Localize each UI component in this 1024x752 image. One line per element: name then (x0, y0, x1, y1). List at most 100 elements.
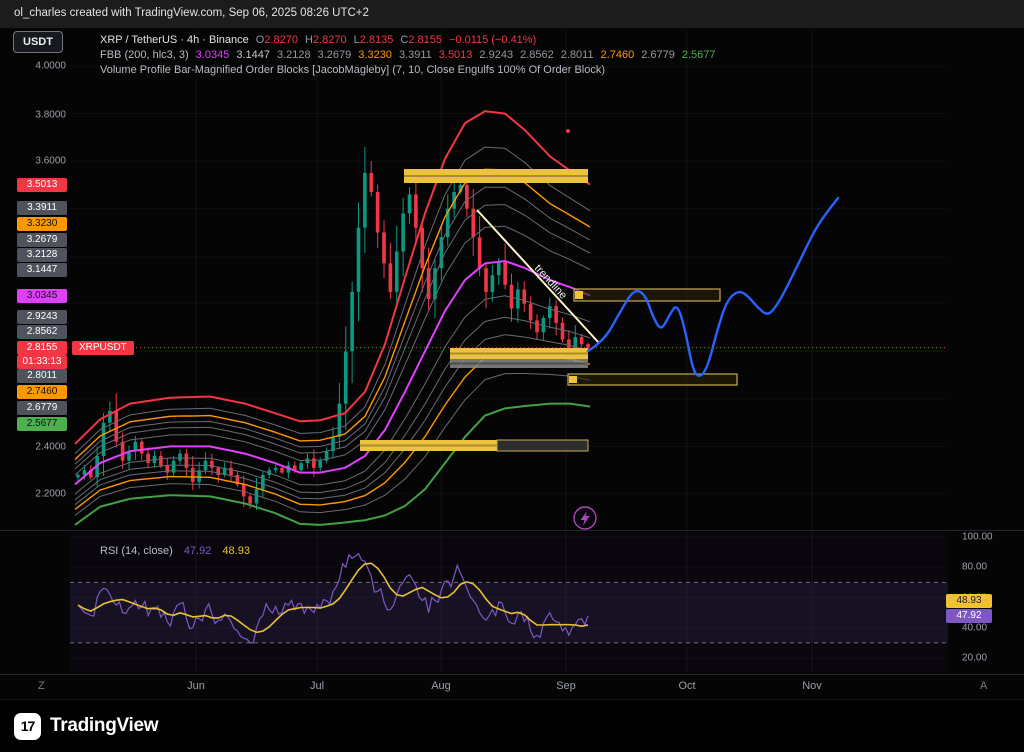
candle-body (356, 227, 361, 292)
candle-body (229, 467, 233, 475)
candle-body (127, 451, 131, 461)
footer-bar: 17 TradingView (0, 699, 1024, 752)
fbb-value: 2.8011 (560, 49, 594, 61)
ohlc-key: C (400, 34, 409, 46)
candle-body (139, 441, 144, 454)
order-block[interactable] (450, 348, 588, 359)
candle-body (254, 489, 259, 504)
candle-body (197, 470, 201, 483)
tradingview-logo-icon[interactable]: 17 (14, 712, 41, 740)
fbb-label: FBB (200, hlc3, 3) (100, 49, 189, 61)
candle-body (190, 467, 195, 483)
fbb-band-line (74, 316, 591, 501)
bottom-right-hint[interactable]: A (980, 680, 988, 692)
order-block[interactable] (496, 439, 589, 452)
candle-body (324, 451, 329, 461)
candle-body (133, 441, 138, 452)
fbb-value: 2.7460 (600, 49, 635, 61)
order-block[interactable] (450, 359, 588, 368)
candle-body (159, 455, 163, 466)
candle-body (248, 496, 252, 504)
candle-body (522, 289, 527, 304)
candle-body (343, 351, 348, 404)
time-axis-label: Jun (187, 680, 205, 692)
candle-body (394, 251, 399, 292)
candle-body (503, 260, 507, 285)
fbb-value: 3.1447 (236, 49, 270, 61)
order-block[interactable] (404, 169, 588, 183)
order-block-stripe (360, 444, 497, 447)
currency-toggle-button[interactable]: USDT (13, 31, 63, 53)
candle-body (535, 320, 539, 333)
order-block-notch (569, 376, 577, 383)
volume-profile-legend-row[interactable]: Volume Profile Bar-Magnified Order Block… (100, 63, 716, 78)
candle-body (241, 484, 246, 497)
order-block[interactable] (567, 373, 738, 386)
fbb-band-line (74, 204, 591, 470)
candle-body (350, 291, 354, 352)
order-block-stripe (450, 352, 588, 355)
ohlc-key: O (255, 34, 265, 46)
ohlc-key: H (305, 34, 313, 46)
fbb-value: 2.5677 (681, 49, 716, 61)
candle-body (88, 470, 93, 478)
volume-profile-label: Volume Profile Bar-Magnified Order Block… (100, 64, 606, 76)
order-block-stripe (450, 362, 588, 365)
candle-body (82, 470, 87, 475)
candle-body (420, 227, 425, 269)
ohlc-value: 2.8155 (408, 34, 442, 46)
indicator-legend: XRP / TetherUS · 4h · Binance O2.8270 H 2.8… (100, 33, 716, 78)
candle-body (414, 194, 418, 228)
candle-body (280, 467, 284, 473)
ohlc-value: 2.8270 (264, 34, 298, 46)
candle-body (337, 403, 342, 437)
time-axis-label: Sep (556, 680, 576, 692)
candle-body (490, 275, 495, 292)
candle-body (509, 284, 514, 309)
candle-body (299, 463, 303, 471)
bottom-left-hint[interactable]: Z (38, 680, 45, 692)
candle-body (184, 453, 189, 468)
candle-body (426, 268, 431, 300)
candle-body (76, 474, 80, 478)
trendline-drawing[interactable] (476, 209, 600, 344)
fbb-value: 3.0345 (195, 49, 230, 61)
candle-body (382, 232, 386, 264)
candle-body (120, 441, 125, 461)
fbb-basis-line (74, 259, 591, 486)
fbb-band-line (74, 373, 591, 516)
fbb-value: 3.2128 (276, 49, 311, 61)
candle-body (560, 322, 565, 340)
candle-body (222, 467, 227, 475)
attribution-note: ol_charles created with TradingView.com,… (14, 7, 369, 19)
ohlc-key: L (353, 34, 360, 46)
order-block[interactable] (360, 440, 497, 451)
candle-body (528, 303, 533, 321)
candle-body (114, 410, 119, 442)
rsi-legend-row[interactable]: RSI (14, close) 47.92 48.93 (100, 545, 258, 557)
candle-body (445, 208, 450, 238)
projection-path-drawing[interactable] (586, 196, 840, 377)
candle-body (433, 268, 437, 300)
candle-body (458, 184, 463, 193)
fbb-legend-row[interactable]: FBB (200, hlc3, 3) 3.0345 3.1447 3.2128 3.26… (100, 48, 716, 63)
candle-body (178, 453, 182, 461)
fbb-band-line (74, 146, 591, 454)
time-axis-label: Oct (678, 680, 696, 692)
symbol-title: XRP / TetherUS · 4h · Binance (100, 34, 249, 46)
candle-body (554, 306, 558, 323)
candle-body (292, 465, 297, 471)
symbol-legend-row[interactable]: XRP / TetherUS · 4h · Binance O2.8270 H 2.8… (100, 33, 716, 48)
time-axis-label: Nov (802, 680, 822, 692)
top-strip (0, 0, 1024, 28)
rsi-label: RSI (14, close) (100, 545, 173, 557)
time-axis[interactable]: Z A Jun Jul Aug Sep Oct Nov (0, 675, 1024, 700)
candle-body (312, 458, 316, 468)
rsi-ma-line (77, 562, 589, 634)
tradingview-brand-text[interactable]: TradingView (50, 715, 159, 736)
lightning-bolt-icon (580, 511, 590, 526)
fbb-value: 2.9243 (479, 49, 514, 61)
candle-body (171, 460, 176, 473)
